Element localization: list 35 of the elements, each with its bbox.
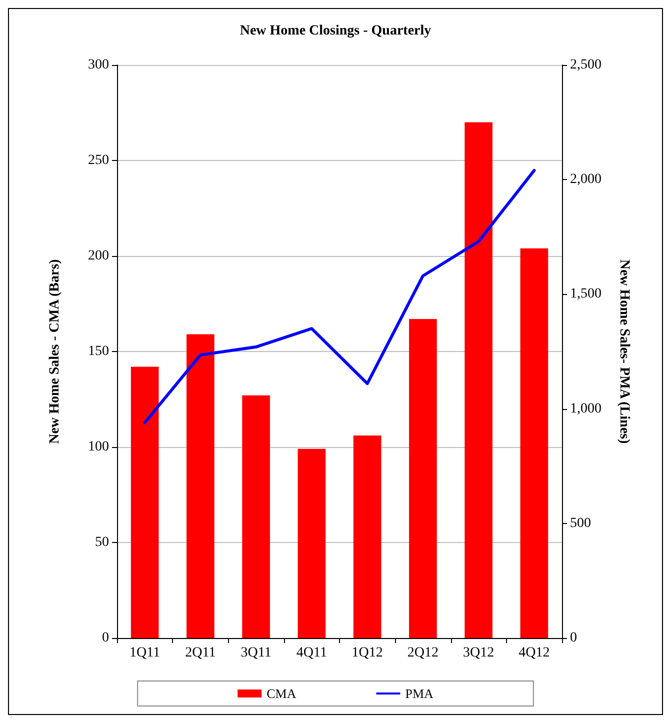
- y2-axis-title: New Home Sales- PMA (Lines): [616, 259, 632, 444]
- y-axis-title: New Home Sales - CMA (Bars): [48, 258, 62, 444]
- legend-label: PMA: [405, 686, 434, 701]
- y2-tick-label: 0: [570, 630, 577, 646]
- legend-label: CMA: [266, 686, 297, 701]
- x-tick-label: 1Q12: [352, 646, 383, 660]
- y2-tick-label: 2,000: [570, 172, 602, 188]
- bar: [353, 436, 382, 638]
- bar: [409, 319, 437, 638]
- x-tick-label: 4Q11: [296, 646, 327, 660]
- bar: [130, 366, 159, 638]
- bar: [520, 248, 548, 638]
- x-tick-label: 3Q12: [463, 646, 494, 660]
- bar: [186, 334, 214, 638]
- x-tick-label: 2Q11: [185, 646, 216, 660]
- x-tick-label: 1Q11: [130, 646, 160, 660]
- y2-tick-label: 1,500: [570, 286, 602, 302]
- y-tick-label: 150: [88, 344, 109, 359]
- x-tick-label: 4Q12: [518, 646, 550, 660]
- bar: [298, 448, 326, 638]
- y-tick-label: 50: [95, 535, 109, 550]
- y-tick-label: 100: [88, 440, 109, 454]
- y-tick-label: 200: [88, 248, 109, 264]
- chart-title: New Home Closings - Quarterly: [240, 24, 432, 38]
- y2-tick-label: 500: [570, 516, 591, 531]
- y-tick-label: 0: [102, 630, 109, 646]
- x-tick-label: 2Q12: [407, 646, 438, 660]
- y-tick-label: 300: [88, 58, 109, 72]
- y2-tick-label: 2,500: [570, 58, 602, 72]
- y2-tick-label: 1,000: [570, 401, 602, 416]
- bar: [242, 395, 270, 638]
- line-series: [143, 168, 536, 424]
- y-tick-label: 250: [88, 153, 109, 168]
- bar: [464, 122, 492, 638]
- x-tick-label: 3Q11: [240, 646, 272, 660]
